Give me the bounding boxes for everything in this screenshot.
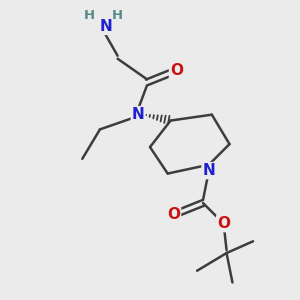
Text: O: O [167,207,180,222]
Text: O: O [217,216,230,231]
Text: O: O [170,63,183,78]
Text: H: H [84,9,95,22]
Text: N: N [202,163,215,178]
Text: H: H [112,9,123,22]
Text: N: N [132,107,145,122]
Text: N: N [100,19,112,34]
